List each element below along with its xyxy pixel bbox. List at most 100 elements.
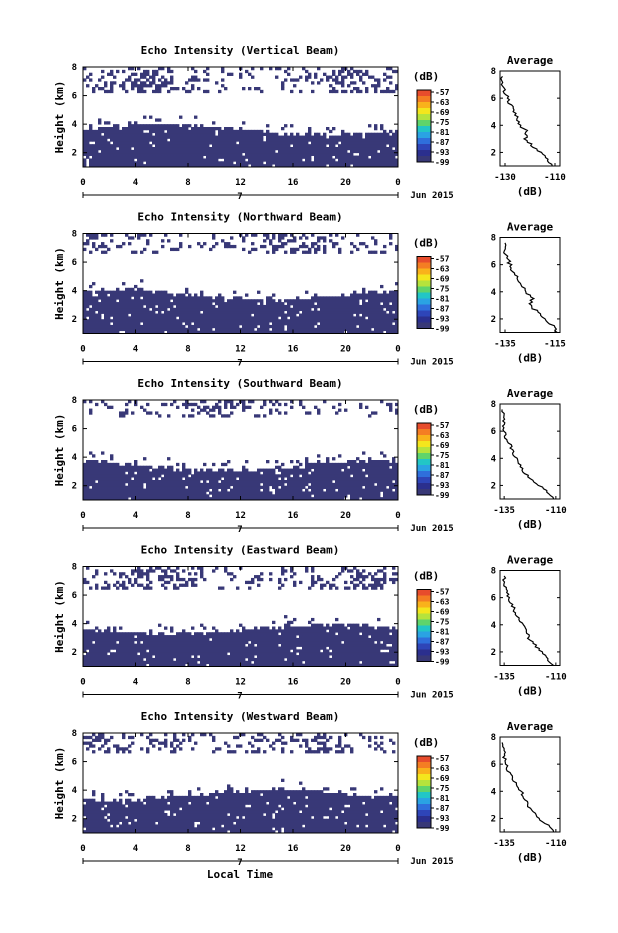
echo-cell [368,147,371,150]
echo-cell [353,469,356,472]
echo-cell [371,474,374,477]
echo-cell [290,406,293,409]
echo-cell [134,311,137,314]
echo-cell [299,302,302,305]
echo-cell [272,471,275,474]
heatmap [83,567,398,667]
echo-cell [143,409,146,412]
echo-cell [104,661,107,664]
echo-cell [116,133,119,136]
echo-cell [149,158,152,161]
echo-cell [272,314,275,317]
echo-cell [326,474,329,477]
echo-cell [203,474,206,477]
echo-cell [158,474,161,477]
echo-cell [119,658,122,661]
echo-cell [344,141,347,144]
echo-cell [107,150,110,153]
echo-cell [269,491,272,494]
echo-cell [92,147,95,150]
echo-cell [185,144,188,147]
echo-cell [155,87,158,90]
echo-cell [134,84,137,87]
echo-cell [161,308,164,311]
echo-cell [176,248,179,251]
echo-cell [206,302,209,305]
echo-cell [92,655,95,658]
echo-cell [113,483,116,486]
echo-cell [170,248,173,251]
echo-cell [134,144,137,147]
echo-cell [272,158,275,161]
echo-cell [383,153,386,156]
echo-cell [332,463,335,466]
echo-cell [359,76,362,79]
echo-cell [257,308,260,311]
colorbar-segment [417,441,431,447]
echo-cell [125,299,128,302]
echo-cell [233,319,236,322]
echo-cell [167,466,170,469]
echo-cell [185,81,188,84]
echo-cell [89,144,92,147]
echo-cell [101,150,104,153]
echo-cell [314,242,317,245]
echo-cell [86,325,89,328]
echo-cell [173,87,176,90]
echo-cell [371,294,374,297]
colorbar-level: -75 [435,118,450,127]
echo-cell [314,144,317,147]
echo-cell [365,480,368,483]
echo-cell [380,136,383,139]
echo-cell [98,316,101,319]
echo-cell [236,311,239,314]
echo-cell [377,316,380,319]
echo-cell [131,153,134,156]
echo-cell [206,153,209,156]
echo-cell [125,296,128,299]
echo-cell [374,311,377,314]
echo-cell [86,460,89,463]
echo-cell [107,480,110,483]
echo-cell [227,141,230,144]
echo-cell [161,138,164,141]
echo-cell [341,294,344,297]
echo-cell [143,70,146,73]
echo-cell [200,294,203,297]
echo-cell [299,494,302,497]
echo-cell [302,161,305,164]
echo-cell [293,322,296,325]
echo-cell [272,328,275,331]
echo-cell [326,486,329,489]
echo-cell [386,138,389,141]
echo-cell [254,130,257,133]
echo-cell [146,314,149,317]
echo-cell [359,477,362,480]
echo-cell [116,661,119,664]
echo-cell [92,144,95,147]
colorbar-segment [417,269,431,275]
echo-cell [113,153,116,156]
echo-cell [116,161,119,164]
echo-cell [374,322,377,325]
echo-cell [170,294,173,297]
echo-cell [335,147,338,150]
echo-cell [302,136,305,139]
echo-cell [269,305,272,308]
echo-cell [233,156,236,159]
y-tick-label: 2 [72,482,77,492]
echo-cell [254,161,257,164]
echo-cell [224,138,227,141]
echo-cell [95,644,98,647]
echo-cell [134,141,137,144]
echo-cell [143,294,146,297]
echo-cell [149,153,152,156]
echo-cell [131,305,134,308]
echo-cell [344,311,347,314]
echo-cell [230,469,233,472]
echo-cell [191,133,194,136]
colorbar-segment [417,423,431,429]
echo-cell [110,161,113,164]
echo-cell [143,457,146,460]
echo-cell [212,127,215,130]
